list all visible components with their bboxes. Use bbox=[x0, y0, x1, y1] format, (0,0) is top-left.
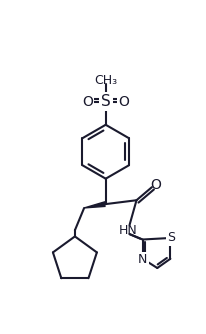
Text: S: S bbox=[100, 94, 110, 109]
Text: N: N bbox=[137, 253, 147, 266]
Text: CH₃: CH₃ bbox=[94, 73, 117, 87]
Text: S: S bbox=[166, 231, 174, 244]
Polygon shape bbox=[84, 202, 104, 208]
Text: O: O bbox=[118, 95, 129, 109]
Text: HN: HN bbox=[118, 224, 137, 237]
Text: O: O bbox=[150, 178, 160, 192]
Text: O: O bbox=[81, 95, 92, 109]
